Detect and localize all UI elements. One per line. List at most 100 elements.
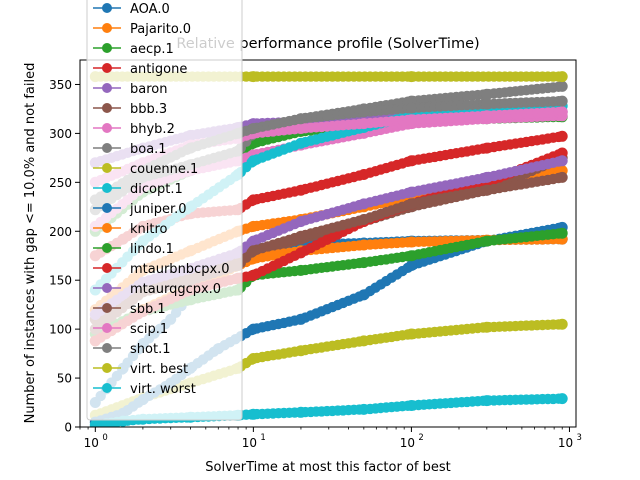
data-point: [405, 186, 417, 198]
x-tick-exponent: 1: [260, 433, 265, 443]
data-point: [247, 269, 259, 281]
legend-label: sbb.1: [130, 302, 166, 317]
data-point: [405, 400, 417, 411]
y-tick-label: 50: [57, 372, 72, 386]
legend-item: boa.1: [93, 142, 167, 157]
legend-marker: [102, 23, 112, 33]
legend-label: Pajarito.0: [130, 22, 191, 37]
y-tick-label: 150: [49, 274, 72, 288]
legend-marker: [102, 143, 112, 153]
legend-marker: [102, 383, 112, 393]
data-point: [405, 236, 417, 248]
data-point: [556, 80, 568, 92]
legend-marker: [102, 43, 112, 53]
legend-label: dicopt.1: [130, 182, 183, 197]
legend-item: shot.1: [93, 342, 170, 357]
legend-label: bbb.3: [130, 102, 167, 117]
data-point: [295, 313, 307, 325]
x-tick-exponent: 3: [576, 433, 581, 443]
legend-label: aecp.1: [130, 42, 174, 57]
data-point: [405, 328, 417, 340]
y-tick-label: 250: [49, 176, 72, 190]
legend-marker: [102, 283, 112, 293]
legend-item: virt. worst: [93, 382, 196, 397]
legend-label: couenne.1: [130, 162, 198, 177]
legend-marker: [102, 203, 112, 213]
legend-item: knitro: [93, 222, 168, 237]
data-point: [295, 406, 307, 418]
x-axis-label: SolverTime at most this factor of best: [205, 460, 450, 475]
legend-label: juniper.0: [129, 202, 187, 217]
data-point: [556, 130, 568, 142]
y-axis-ticks: 0 50 100 150 200 250 300 350: [49, 78, 80, 435]
data-point: [405, 71, 417, 83]
legend-box: [86, 0, 243, 421]
data-point: [358, 289, 370, 301]
x-tick-exponent: 0: [102, 433, 107, 443]
data-point: [247, 71, 259, 83]
legend-label: boa.1: [130, 142, 167, 157]
data-point: [481, 235, 493, 247]
legend-item: AOA.0: [93, 2, 170, 17]
legend-item: lindo.1: [93, 242, 174, 257]
data-point: [405, 155, 417, 167]
data-point: [247, 123, 259, 134]
data-point: [481, 142, 493, 154]
data-point: [295, 345, 307, 357]
data-point: [481, 88, 493, 100]
data-point: [358, 335, 370, 347]
legend-marker: [102, 163, 112, 173]
legend-marker: [102, 243, 112, 253]
data-point: [247, 235, 259, 247]
data-point: [295, 230, 307, 242]
data-point: [295, 264, 307, 276]
data-point: [247, 220, 259, 232]
data-point: [295, 247, 307, 259]
data-point: [358, 169, 370, 180]
legend-label: antigone: [130, 62, 187, 77]
legend-item: baron: [93, 82, 167, 97]
data-point: [358, 214, 370, 225]
legend-marker: [102, 83, 112, 93]
data-point: [247, 194, 259, 206]
x-tick-exponent: 2: [418, 433, 423, 443]
data-point: [295, 216, 307, 227]
data-point: [481, 110, 493, 122]
data-point: [358, 403, 370, 415]
legend-marker: [102, 343, 112, 353]
data-point: [481, 395, 493, 407]
legend-marker: [102, 123, 112, 133]
data-point: [405, 114, 417, 126]
legend-item: mtaurbnbcpx.0: [93, 262, 230, 277]
legend-label: bhyb.2: [130, 122, 175, 137]
legend-item: dicopt.1: [93, 182, 183, 197]
data-point: [556, 106, 568, 118]
legend-item: bbb.3: [93, 102, 167, 117]
legend-label: mtaurqgcpx.0: [130, 282, 221, 297]
y-tick-label: 300: [49, 127, 72, 141]
data-point: [481, 184, 493, 196]
data-point: [556, 95, 568, 107]
legend-marker: [102, 303, 112, 313]
data-point: [358, 257, 370, 269]
data-point: [556, 71, 568, 83]
y-tick-label: 0: [64, 421, 72, 435]
y-tick-label: 200: [49, 225, 72, 239]
data-point: [295, 137, 307, 149]
legend-marker: [102, 3, 112, 13]
legend-label: lindo.1: [130, 242, 174, 257]
data-point: [481, 98, 493, 110]
x-tick-label: 10: [400, 436, 415, 450]
data-point: [481, 171, 493, 183]
legend: AOA.0 Pajarito.0 aecp.1 antigone baron bbb.3 b…: [86, 0, 243, 421]
legend-marker: [102, 363, 112, 373]
x-axis-ticks: 10 0 10 1 10 2 10 3: [79, 427, 582, 450]
legend-item: scip.1: [93, 322, 168, 337]
data-point: [556, 393, 568, 405]
data-point: [556, 171, 568, 183]
chart-title: Relative performance profile (SolverTime…: [176, 36, 479, 52]
x-tick-label: 10: [84, 436, 99, 450]
legend-label: AOA.0: [130, 2, 170, 17]
data-point: [556, 155, 568, 167]
legend-item: aecp.1: [93, 42, 174, 57]
